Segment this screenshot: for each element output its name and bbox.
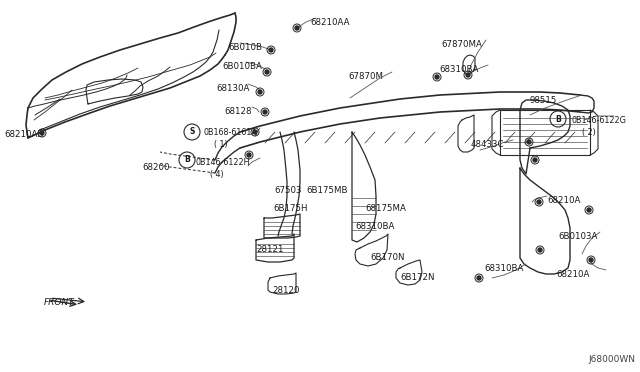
Text: 68310BA: 68310BA — [484, 264, 524, 273]
Text: B: B — [184, 155, 190, 164]
Circle shape — [477, 276, 481, 280]
Text: 6B175H: 6B175H — [273, 204, 307, 213]
Bar — [500, 110, 590, 155]
Text: ( 2): ( 2) — [582, 128, 596, 137]
Text: 67870MA: 67870MA — [441, 40, 482, 49]
Text: 68175MA: 68175MA — [365, 204, 406, 213]
Text: B: B — [555, 115, 561, 124]
Text: FRONT: FRONT — [44, 298, 75, 307]
Circle shape — [587, 208, 591, 212]
Text: 6B175MB: 6B175MB — [306, 186, 348, 195]
Text: ( 1): ( 1) — [214, 140, 228, 149]
Text: 6B010B: 6B010B — [228, 43, 262, 52]
Text: 68210AB: 68210AB — [4, 130, 44, 139]
Text: 28121: 28121 — [256, 245, 284, 254]
Circle shape — [466, 73, 470, 77]
Text: 0B146-6122H: 0B146-6122H — [196, 158, 250, 167]
Circle shape — [40, 131, 44, 135]
Circle shape — [247, 153, 251, 157]
Text: 68210A: 68210A — [556, 270, 589, 279]
Circle shape — [537, 200, 541, 204]
Circle shape — [527, 140, 531, 144]
Text: 98515: 98515 — [530, 96, 557, 105]
Circle shape — [538, 248, 542, 252]
Text: 67503: 67503 — [274, 186, 301, 195]
Text: 6B0103A: 6B0103A — [558, 232, 597, 241]
Text: 6B172N: 6B172N — [400, 273, 435, 282]
Text: 48433C: 48433C — [471, 140, 504, 149]
Circle shape — [295, 26, 299, 30]
Circle shape — [253, 130, 257, 134]
Text: 67870M: 67870M — [348, 72, 383, 81]
Text: 68200: 68200 — [142, 163, 170, 172]
Text: 28120: 28120 — [272, 286, 300, 295]
Circle shape — [589, 258, 593, 262]
Text: S: S — [189, 128, 195, 137]
Text: 6B170N: 6B170N — [370, 253, 404, 262]
Text: 68210AA: 68210AA — [310, 18, 349, 27]
Circle shape — [263, 110, 267, 114]
Text: 68210A: 68210A — [547, 196, 580, 205]
Text: J68000WN: J68000WN — [588, 355, 635, 364]
Circle shape — [258, 90, 262, 94]
Text: 6B010BA: 6B010BA — [222, 62, 262, 71]
Circle shape — [435, 75, 439, 79]
Text: 68310BA: 68310BA — [355, 222, 394, 231]
Text: 0B146-6122G: 0B146-6122G — [571, 116, 626, 125]
Text: 0B168-6161A: 0B168-6161A — [203, 128, 257, 137]
Text: 68128: 68128 — [224, 107, 252, 116]
Circle shape — [265, 70, 269, 74]
Circle shape — [533, 158, 537, 162]
Text: 68310BA: 68310BA — [439, 65, 478, 74]
Text: ( 4): ( 4) — [210, 170, 223, 179]
Circle shape — [269, 48, 273, 52]
Text: 68130A: 68130A — [216, 84, 250, 93]
